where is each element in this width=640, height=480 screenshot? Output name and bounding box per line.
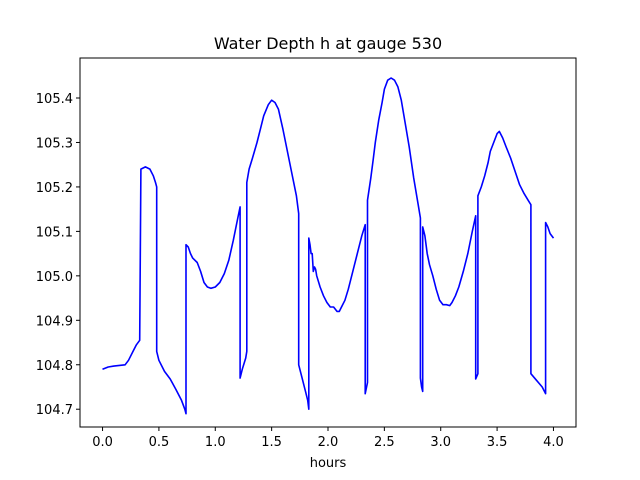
series-line bbox=[102, 77, 555, 415]
y-tick-label: 104.8 bbox=[36, 359, 73, 374]
x-tick-label: 1.5 bbox=[261, 435, 282, 450]
y-tick-label: 105.2 bbox=[36, 181, 73, 196]
x-tick-label: 3.0 bbox=[430, 435, 451, 450]
x-tick-label: 2.0 bbox=[318, 435, 339, 450]
x-axis: 0.0 0.5 1.0 1.5 2.0 2.5 3.0 3.5 4.0 bbox=[92, 427, 564, 450]
y-tick-label: 105.4 bbox=[36, 92, 73, 107]
y-tick-label: 104.9 bbox=[36, 314, 73, 329]
y-tick-label: 105.0 bbox=[36, 270, 73, 285]
x-tick-label: 3.5 bbox=[487, 435, 508, 450]
x-axis-label: hours bbox=[310, 456, 347, 471]
x-tick-label: 4.0 bbox=[543, 435, 564, 450]
x-tick-label: 2.5 bbox=[374, 435, 395, 450]
chart-title: Water Depth h at gauge 530 bbox=[214, 34, 442, 53]
plot-frame bbox=[79, 57, 577, 428]
y-axis: 104.7 104.8 104.9 105.0 105.1 105.2 105.3 105.4 bbox=[36, 92, 80, 418]
x-tick-label: 0.0 bbox=[92, 435, 113, 450]
series-group bbox=[102, 77, 555, 415]
y-tick-label: 105.3 bbox=[36, 136, 73, 151]
y-tick-label: 105.1 bbox=[36, 225, 73, 240]
x-tick-label: 0.5 bbox=[149, 435, 170, 450]
y-tick-label: 104.7 bbox=[36, 403, 73, 418]
x-tick-label: 1.0 bbox=[205, 435, 226, 450]
